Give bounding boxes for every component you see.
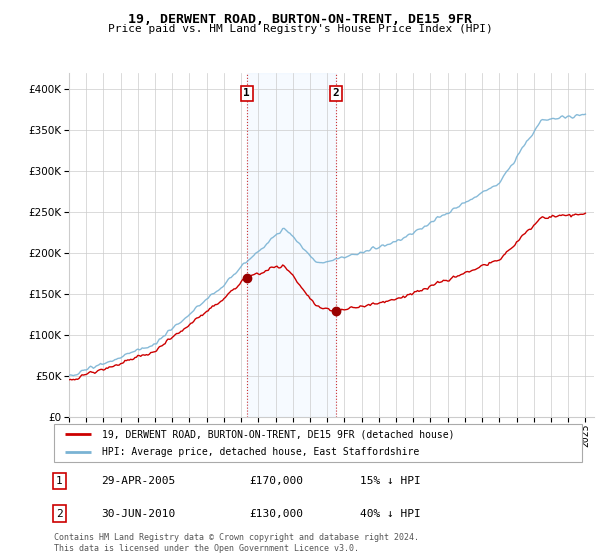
FancyBboxPatch shape <box>54 424 582 462</box>
Text: 40% ↓ HPI: 40% ↓ HPI <box>360 509 421 519</box>
Text: 1: 1 <box>244 88 250 99</box>
Text: Price paid vs. HM Land Registry's House Price Index (HPI): Price paid vs. HM Land Registry's House … <box>107 24 493 34</box>
Text: HPI: Average price, detached house, East Staffordshire: HPI: Average price, detached house, East… <box>101 447 419 458</box>
Bar <box>247 73 336 417</box>
Text: 2: 2 <box>56 509 62 519</box>
Text: £170,000: £170,000 <box>250 476 304 486</box>
Text: 19, DERWENT ROAD, BURTON-ON-TRENT, DE15 9FR (detached house): 19, DERWENT ROAD, BURTON-ON-TRENT, DE15 … <box>101 429 454 439</box>
Text: 15% ↓ HPI: 15% ↓ HPI <box>360 476 421 486</box>
Text: 29-APR-2005: 29-APR-2005 <box>101 476 176 486</box>
Text: £130,000: £130,000 <box>250 509 304 519</box>
Text: 1: 1 <box>56 476 62 486</box>
Text: 19, DERWENT ROAD, BURTON-ON-TRENT, DE15 9FR: 19, DERWENT ROAD, BURTON-ON-TRENT, DE15 … <box>128 13 472 26</box>
Text: 2: 2 <box>332 88 339 99</box>
Text: 30-JUN-2010: 30-JUN-2010 <box>101 509 176 519</box>
Text: Contains HM Land Registry data © Crown copyright and database right 2024.
This d: Contains HM Land Registry data © Crown c… <box>54 533 419 553</box>
